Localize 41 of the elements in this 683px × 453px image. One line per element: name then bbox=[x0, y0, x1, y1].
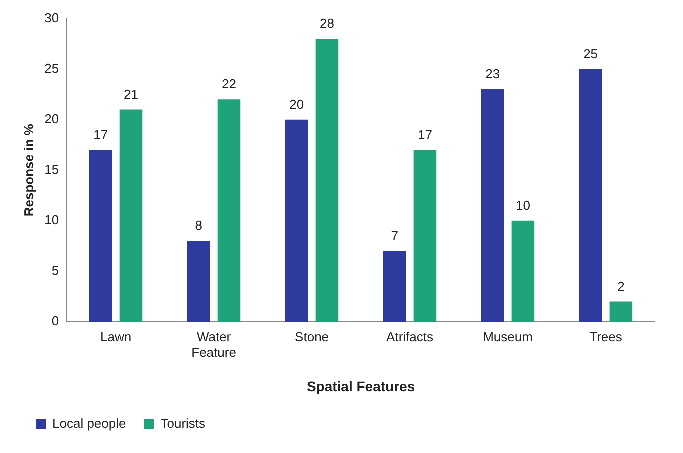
data-label: 20 bbox=[290, 96, 304, 112]
data-label: 21 bbox=[124, 86, 138, 102]
bar bbox=[610, 302, 633, 322]
y-tick-label: 30 bbox=[44, 10, 60, 26]
y-tick-label: 20 bbox=[44, 111, 60, 126]
x-tick-label: Stone bbox=[295, 329, 330, 344]
y-tick-label: 0 bbox=[52, 314, 60, 329]
bar bbox=[316, 39, 339, 322]
y-axis-title: Response in % bbox=[21, 124, 36, 217]
bar bbox=[512, 220, 535, 322]
data-label: 28 bbox=[320, 16, 334, 32]
x-tick-label: Trees bbox=[590, 329, 623, 344]
legend-label: Tourists bbox=[160, 416, 206, 432]
bar bbox=[89, 150, 112, 322]
bar bbox=[187, 241, 210, 322]
data-label: 25 bbox=[584, 46, 598, 62]
x-tick-label: Water Feature bbox=[192, 329, 236, 360]
bar bbox=[285, 120, 308, 322]
bar bbox=[414, 150, 437, 322]
data-label: 2 bbox=[618, 278, 625, 294]
x-tick-label: Museum bbox=[483, 329, 533, 344]
data-label: 10 bbox=[516, 198, 530, 214]
x-tick-label: Lawn bbox=[100, 329, 132, 344]
legend-label: Local people bbox=[52, 416, 126, 432]
data-label: 8 bbox=[195, 218, 202, 234]
bar bbox=[579, 69, 602, 322]
y-tick-label: 10 bbox=[44, 212, 60, 228]
y-tick-label: 25 bbox=[44, 60, 60, 76]
data-label: 23 bbox=[486, 66, 500, 82]
data-label: 17 bbox=[418, 127, 432, 142]
bar bbox=[383, 251, 406, 322]
bar bbox=[481, 90, 504, 322]
data-label: 17 bbox=[94, 127, 108, 142]
data-label: 7 bbox=[391, 228, 398, 244]
y-tick-label: 5 bbox=[52, 263, 60, 278]
data-label: 22 bbox=[222, 76, 236, 92]
y-tick-label: 15 bbox=[44, 162, 60, 177]
x-axis-title: Spatial Features bbox=[306, 378, 416, 394]
bar bbox=[120, 110, 143, 322]
bar bbox=[218, 100, 241, 322]
x-tick-label: Atrifacts bbox=[386, 329, 434, 344]
